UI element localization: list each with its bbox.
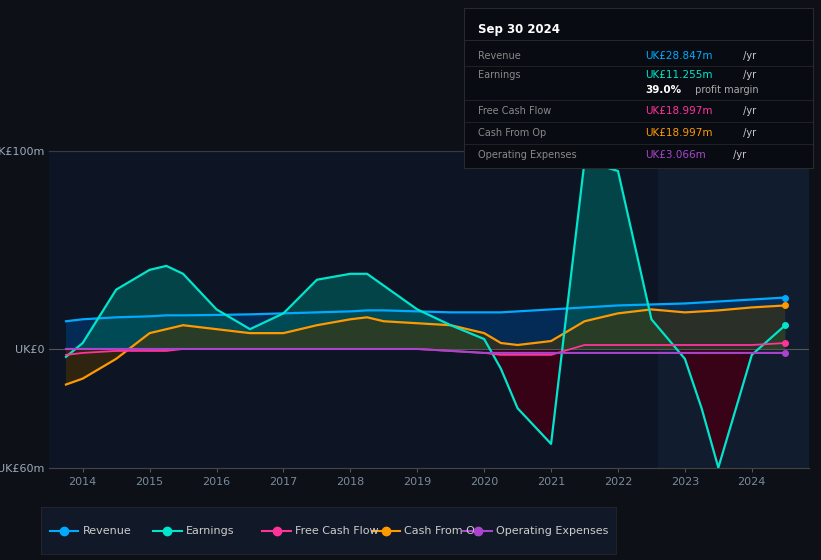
Text: Free Cash Flow: Free Cash Flow: [478, 105, 551, 115]
Text: Free Cash Flow: Free Cash Flow: [295, 526, 378, 535]
Text: 39.0%: 39.0%: [645, 85, 681, 95]
Text: UK£3.066m: UK£3.066m: [645, 150, 706, 160]
Text: Revenue: Revenue: [82, 526, 131, 535]
Text: /yr: /yr: [740, 105, 755, 115]
Text: profit margin: profit margin: [692, 85, 759, 95]
Text: Earnings: Earnings: [478, 71, 521, 81]
Text: Operating Expenses: Operating Expenses: [478, 150, 576, 160]
Text: Cash From Op: Cash From Op: [478, 128, 546, 138]
Text: UK£18.997m: UK£18.997m: [645, 105, 713, 115]
Text: /yr: /yr: [740, 52, 755, 61]
Text: UK£11.255m: UK£11.255m: [645, 71, 713, 81]
Text: Cash From Op: Cash From Op: [404, 526, 482, 535]
Text: /yr: /yr: [740, 71, 755, 81]
Text: UK£28.847m: UK£28.847m: [645, 52, 713, 61]
Text: /yr: /yr: [730, 150, 746, 160]
Bar: [658, 151, 809, 468]
Text: Operating Expenses: Operating Expenses: [496, 526, 608, 535]
Text: UK£18.997m: UK£18.997m: [645, 128, 713, 138]
Text: /yr: /yr: [740, 128, 755, 138]
Text: Earnings: Earnings: [186, 526, 234, 535]
Text: Sep 30 2024: Sep 30 2024: [478, 23, 560, 36]
Text: Revenue: Revenue: [478, 52, 521, 61]
